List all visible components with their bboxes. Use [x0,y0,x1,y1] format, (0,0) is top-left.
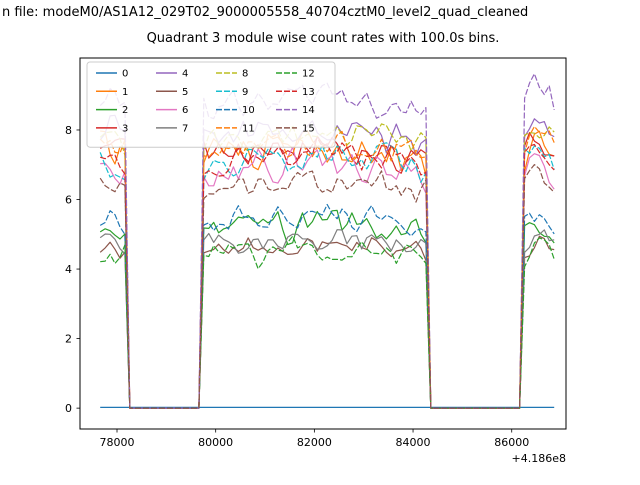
y-tick-label: 0 [65,402,72,415]
legend-entry-13: 13 [276,87,315,98]
x-tick-label: 78000 [100,436,135,449]
legend-box [86,61,336,148]
legend-label-0: 0 [122,69,128,80]
legend-label-10: 10 [242,105,255,116]
legend-label-8: 8 [242,69,248,80]
legend-entry-5: 5 [156,87,188,98]
y-tick-label: 4 [65,263,72,276]
legend-label-5: 5 [182,87,188,98]
legend-entry-15: 15 [276,123,315,134]
legend-label-3: 3 [122,123,128,134]
y-tick-label: 8 [65,124,72,137]
x-tick-label: 84000 [396,436,431,449]
legend-entry-0: 0 [96,69,128,80]
legend-entry-6: 6 [156,105,188,116]
legend-label-9: 9 [242,87,248,98]
legend-entry-9: 9 [216,87,248,98]
legend-label-6: 6 [182,105,188,116]
legend-entry-14: 14 [276,105,315,116]
legend-entry-11: 11 [216,123,255,134]
legend-entry-8: 8 [216,69,248,80]
y-tick-label: 6 [65,194,72,207]
legend-label-11: 11 [242,123,255,134]
x-axis-offset-label: +4.186e8 [512,452,566,465]
legend-entry-1: 1 [96,87,128,98]
x-tick-label: 82000 [297,436,332,449]
plot-area: 78000 80000 82000 84000 86000 0 2 4 6 8 +4.186e8 0 1… [65,57,567,465]
legend-label-15: 15 [302,123,315,134]
axes-frame [79,57,567,430]
series-line-15 [99,164,555,409]
legend-label-13: 13 [302,87,315,98]
legend-label-1: 1 [122,87,128,98]
legend-entry-7: 7 [156,123,188,134]
y-tick-label: 2 [65,333,72,346]
legend-label-2: 2 [122,105,128,116]
legend-entry-12: 12 [276,69,315,80]
legend-label-7: 7 [182,123,188,134]
legend-label-12: 12 [302,69,315,80]
legend-entry-3: 3 [96,123,128,134]
x-tick-label: 80000 [198,436,233,449]
x-tick-label: 86000 [494,436,529,449]
legend-label-14: 14 [302,105,315,116]
legend-entry-4: 4 [156,69,188,80]
legend-entry-10: 10 [216,105,255,116]
legend-entry-2: 2 [96,105,128,116]
chart-title: Quadrant 3 module wise count rates with … [147,31,500,46]
figure-suptitle: n file: modeM0/AS1A12_029T02_9000005558_… [2,5,528,20]
legend-label-4: 4 [182,69,188,80]
